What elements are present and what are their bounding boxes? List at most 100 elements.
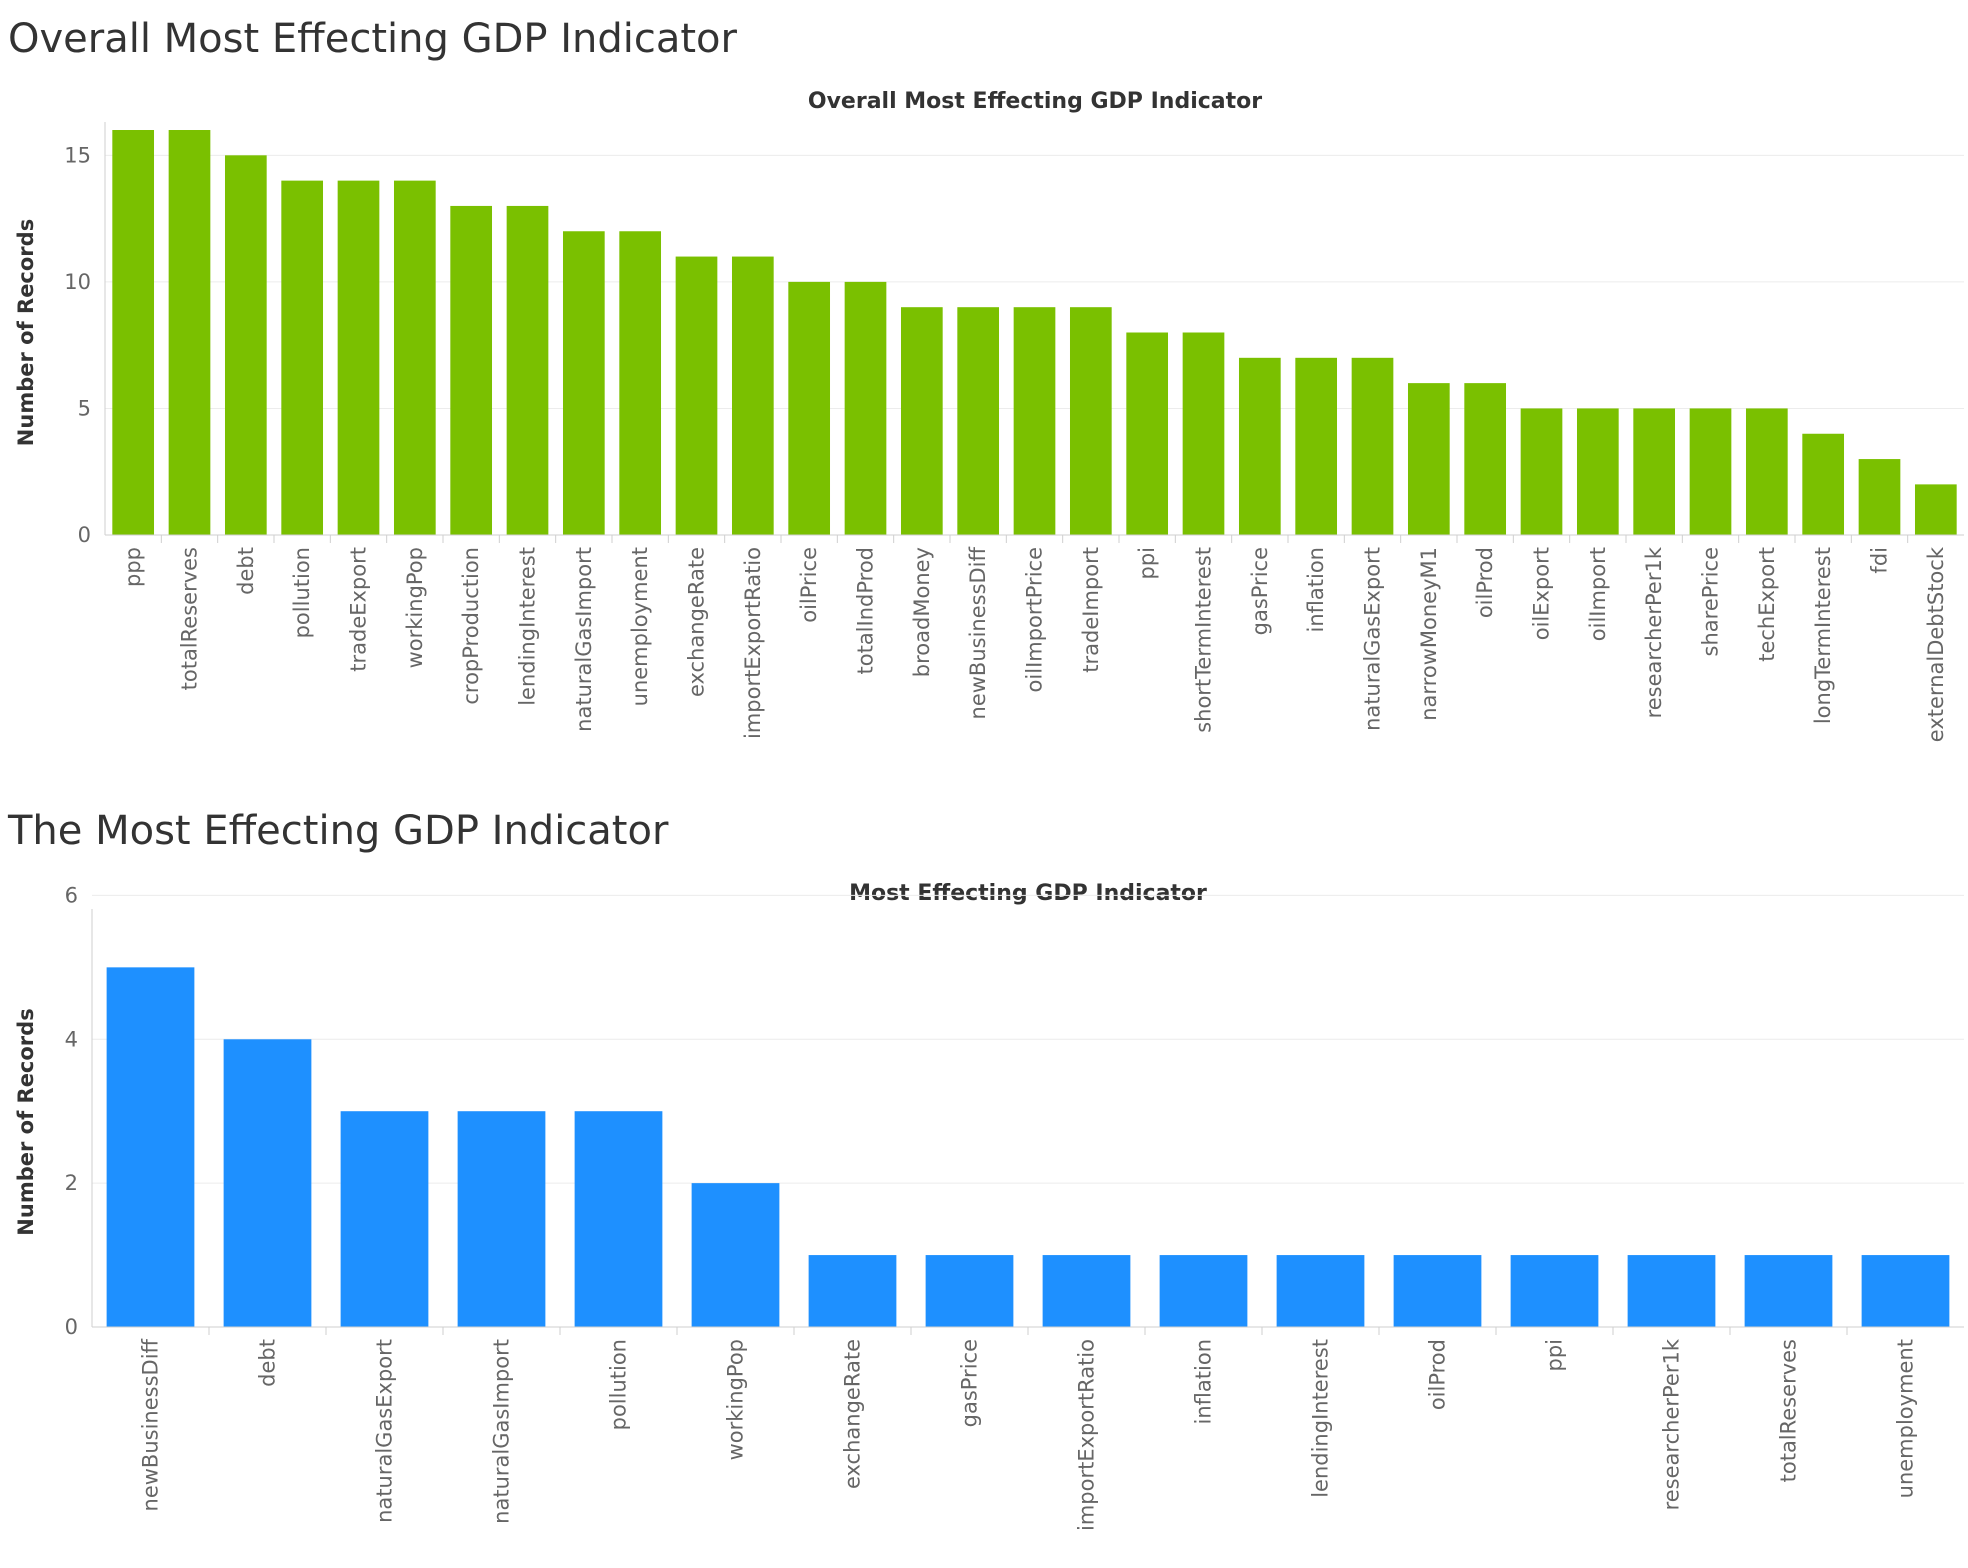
bar-naturalGasExport[interactable]	[340, 1111, 429, 1327]
x-category-label: debt	[256, 1339, 280, 1387]
x-category-label: oilProd	[1426, 1339, 1450, 1410]
x-category-label: exchangeRate	[841, 1339, 865, 1489]
bar-exchangeRate[interactable]	[675, 256, 718, 535]
bar-broadMoney[interactable]	[900, 307, 943, 535]
x-category-label: oilPrice	[797, 547, 821, 623]
x-category-label: lendingInterest	[516, 547, 540, 706]
bar-narrowMoneyM1[interactable]	[1407, 383, 1450, 535]
x-category-label: externalDebtStock	[1924, 546, 1948, 742]
x-category-label: tradeExport	[347, 547, 371, 672]
dashboard-title-most: The Most Effecting GDP Indicator	[8, 808, 669, 854]
x-category-label: workingPop	[403, 547, 427, 668]
x-category-label: researcherPer1k	[1660, 1338, 1684, 1510]
bar-unemployment[interactable]	[1861, 1255, 1950, 1327]
dashboard-title-overall: Overall Most Effecting GDP Indicator	[8, 16, 737, 62]
bar-ppi[interactable]	[1510, 1255, 1599, 1327]
x-category-label: totalReserves	[1777, 1339, 1801, 1482]
x-category-label: tradeImport	[1079, 547, 1103, 673]
x-category-label: newBusinessDiff	[139, 1338, 163, 1511]
x-category-label: exchangeRate	[685, 547, 709, 697]
bar-tradeImport[interactable]	[1069, 307, 1112, 535]
bar-totalReserves[interactable]	[168, 130, 211, 535]
bar-sharePrice[interactable]	[1689, 408, 1732, 535]
x-category-label: unemployment	[628, 547, 652, 706]
x-category-label: inflation	[1304, 547, 1328, 632]
x-category-label: workingPop	[724, 1339, 748, 1460]
bar-pollution[interactable]	[574, 1111, 663, 1327]
y-tick-label: 0	[78, 523, 91, 547]
x-category-label: importExportRatio	[741, 547, 765, 739]
x-category-label: narrowMoneyM1	[1417, 547, 1441, 721]
bar-debt[interactable]	[224, 155, 267, 535]
y-tick-label: 10	[64, 270, 91, 294]
bar-techExport[interactable]	[1745, 408, 1788, 535]
x-category-label: gasPrice	[958, 1339, 982, 1427]
x-category-label: lendingInterest	[1309, 1339, 1333, 1498]
bar-lendingInterest[interactable]	[506, 205, 549, 535]
y-axis-label: Number of Records	[14, 1008, 38, 1235]
bar-totalIndProd[interactable]	[844, 281, 887, 535]
x-category-label: techExport	[1755, 547, 1779, 662]
bar-importExportRatio[interactable]	[1042, 1255, 1131, 1327]
bar-ppp[interactable]	[112, 130, 155, 535]
overall-indicator-bar-chart: Overall Most Effecting GDP Indicator 0 5 10…	[14, 89, 1964, 742]
bar-oilProd[interactable]	[1393, 1255, 1482, 1327]
bar-workingPop[interactable]	[393, 180, 436, 535]
x-category-label: oilExport	[1530, 547, 1554, 640]
bar-naturalGasExport[interactable]	[1351, 357, 1394, 535]
bar-exchangeRate[interactable]	[808, 1255, 897, 1327]
bar-cropProduction[interactable]	[450, 205, 493, 535]
bar-externalDebtStock[interactable]	[1914, 484, 1957, 535]
x-category-label: inflation	[1192, 1339, 1216, 1424]
x-category-label: totalReserves	[178, 547, 202, 690]
bar-researcherPer1k[interactable]	[1627, 1255, 1716, 1327]
bar-tradeExport[interactable]	[337, 180, 380, 535]
y-tick-label: 0	[65, 1315, 78, 1339]
bar-naturalGasImport[interactable]	[562, 231, 605, 535]
bar-importExportRatio[interactable]	[731, 256, 774, 535]
bar-fdi[interactable]	[1858, 459, 1901, 535]
x-category-label: researcherPer1k	[1642, 546, 1666, 718]
y-tick-label: 4	[65, 1027, 78, 1051]
x-category-label: debt	[234, 547, 258, 595]
bar-oilProd[interactable]	[1464, 383, 1507, 535]
bar-totalReserves[interactable]	[1744, 1255, 1833, 1327]
x-category-label: oilImportPrice	[1023, 547, 1047, 692]
bar-ppi[interactable]	[1126, 332, 1169, 536]
x-category-label: importExportRatio	[1075, 1339, 1099, 1531]
x-category-label: naturalGasImport	[490, 1339, 514, 1524]
bar-shortTermInterest[interactable]	[1182, 332, 1225, 536]
bar-researcherPer1k[interactable]	[1633, 408, 1676, 535]
x-category-label: oilProd	[1473, 547, 1497, 618]
x-category-label: oilImport	[1586, 547, 1610, 641]
x-category-label: naturalGasImport	[572, 547, 596, 732]
bar-unemployment[interactable]	[619, 231, 662, 535]
bar-lendingInterest[interactable]	[1276, 1255, 1365, 1327]
bar-oilExport[interactable]	[1520, 408, 1563, 535]
x-category-label: longTermInterest	[1811, 547, 1835, 724]
bar-newBusinessDiff[interactable]	[106, 967, 195, 1327]
bar-workingPop[interactable]	[691, 1183, 780, 1327]
bar-gasPrice[interactable]	[925, 1255, 1014, 1327]
x-category-label: pollution	[290, 547, 314, 638]
x-category-label: ppi	[1135, 547, 1159, 580]
y-tick-label: 2	[65, 1171, 78, 1195]
x-category-label: newBusinessDiff	[966, 546, 990, 719]
bar-naturalGasImport[interactable]	[457, 1111, 546, 1327]
y-axis-label: Number of Records	[14, 219, 38, 446]
x-category-label: sharePrice	[1699, 547, 1723, 656]
bar-longTermInterest[interactable]	[1802, 433, 1845, 535]
bar-gasPrice[interactable]	[1238, 357, 1281, 535]
bar-newBusinessDiff[interactable]	[957, 307, 1000, 535]
bar-oilImport[interactable]	[1576, 408, 1619, 535]
bar-oilImportPrice[interactable]	[1013, 307, 1056, 535]
bar-inflation[interactable]	[1159, 1255, 1248, 1327]
bar-inflation[interactable]	[1295, 357, 1338, 535]
bar-oilPrice[interactable]	[788, 281, 831, 535]
x-category-label: ppp	[121, 547, 145, 587]
bar-pollution[interactable]	[281, 180, 324, 535]
x-category-label: unemployment	[1894, 1339, 1918, 1498]
bar-debt[interactable]	[223, 1039, 312, 1327]
y-tick-label: 6	[65, 883, 78, 907]
x-category-label: gasPrice	[1248, 547, 1272, 635]
